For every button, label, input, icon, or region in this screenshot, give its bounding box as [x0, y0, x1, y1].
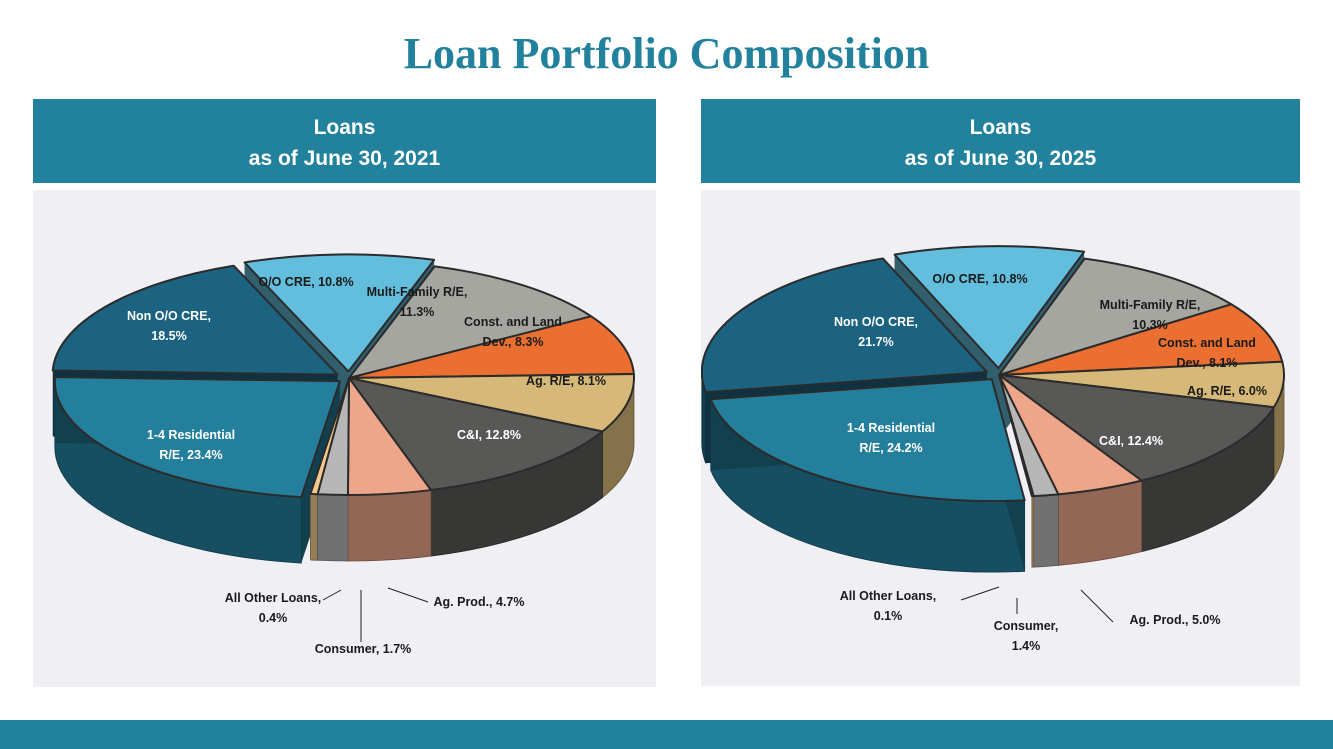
chart-area-2021: O/O CRE, 10.8% Multi-Family R/E, 11.3% Cons…	[33, 190, 656, 687]
chart-title-line2: as of June 30, 2025	[904, 147, 1097, 170]
pie-chart-2025: O/O CRE, 10.8% Multi-Family R/E, 10.3% Cons…	[701, 245, 1285, 653]
pie-slice-multi-family-r-e	[998, 257, 1233, 376]
data-label-candi: C&I, 12.4%	[1099, 434, 1163, 448]
page-title: Loan Portfolio Composition	[403, 29, 930, 78]
pie-side-all-other-loans	[310, 493, 318, 561]
data-label-multi-family-r-e: Multi-Family R/E, 10.3%	[1100, 298, 1201, 332]
leader-line-all-other-loans	[322, 589, 342, 601]
chart-header-2025: Loans as of June 30, 2025	[701, 99, 1300, 183]
data-label-all-other-loans: All Other Loans, 0.1%	[840, 589, 937, 623]
data-label-consumer: Consumer, 1.7%	[315, 642, 412, 656]
chart-title-line1: Loans	[969, 116, 1032, 139]
data-label-const-and-land-dev: Const. and Land Dev., 8.3%	[464, 315, 562, 349]
pie-slice-o-o-cre	[893, 245, 1086, 370]
pie-side-all-other-loans	[1031, 495, 1035, 568]
data-labels: O/O CRE, 10.8% Multi-Family R/E, 10.3% Cons…	[834, 272, 1267, 653]
data-label-const-and-land-dev: Const. and Land Dev., 8.1%	[1158, 336, 1256, 370]
data-label-1-4-residential-r-e: 1-4 Residential R/E, 23.4%	[147, 428, 235, 462]
data-label-multi-family-r-e: Multi-Family R/E, 11.3%	[367, 285, 468, 319]
pie-side-ag-prod	[347, 489, 432, 562]
data-label-o-o-cre: O/O CRE, 10.8%	[258, 275, 353, 289]
chart-title-line1: Loans	[313, 116, 376, 139]
footer-bar	[0, 720, 1333, 749]
pie-slice-multi-family-r-e	[348, 265, 593, 379]
chart-title-line2: as of June 30, 2021	[248, 147, 441, 170]
pie-side-consumer	[317, 493, 349, 562]
pie-chart-2021: O/O CRE, 10.8%Multi-Family R/E, 11.3%Cons…	[51, 253, 635, 656]
pie-slice-candi	[348, 377, 604, 492]
leader-line-ag-prod	[1080, 589, 1114, 623]
pie-slice-all-other-loans	[998, 374, 1035, 498]
chart-panel-2021: Loans as of June 30, 2021 O/O CRE, 10.8%…	[33, 99, 656, 687]
leader-line-all-other-loans	[960, 586, 1000, 601]
data-label-ag-prod: Ag. Prod., 4.7%	[434, 595, 525, 609]
data-label-ag-prod: Ag. Prod., 5.0%	[1130, 613, 1221, 627]
pie-slice-candi	[998, 374, 1275, 482]
chart-area-2025: O/O CRE, 10.8% Multi-Family R/E, 10.3% Cons…	[701, 190, 1300, 686]
leader-line-ag-prod	[387, 587, 429, 603]
data-label-o-o-cre: O/O CRE, 10.8%	[932, 272, 1027, 286]
data-label-non-o-o-cre: Non O/O CRE, 21.7%	[834, 315, 918, 349]
chart-header-2021: Loans as of June 30, 2021	[33, 99, 656, 183]
data-label-ag-r-e: Ag. R/E, 8.1%	[526, 374, 606, 388]
data-label-ag-r-e: Ag. R/E, 6.0%	[1187, 384, 1267, 398]
data-labels: O/O CRE, 10.8%Multi-Family R/E, 11.3%Cons…	[127, 275, 606, 656]
pie-slice-non-o-o-cre	[51, 264, 339, 376]
pie-slice-non-o-o-cre	[701, 257, 988, 394]
leader-lines	[322, 587, 429, 642]
pie-slice-all-other-loans	[309, 377, 350, 496]
chart-panel-2025: Loans as of June 30, 2025 O/O CRE, 10.8%…	[701, 99, 1300, 686]
pie-slice-const-and-land-dev	[998, 303, 1284, 376]
pie-slice-ag-r-e	[348, 373, 635, 433]
pie-tops	[701, 245, 1285, 503]
pie-side-consumer	[1033, 493, 1059, 568]
pie-slice-const-and-land-dev	[348, 315, 635, 379]
pie-slice-1-4-residential-r-e	[53, 376, 341, 499]
leader-lines	[960, 586, 1114, 623]
data-label-all-other-loans: All Other Loans, 0.4%	[225, 591, 322, 625]
data-label-non-o-o-cre: Non O/O CRE, 18.5%	[127, 309, 211, 343]
pie-slice-o-o-cre	[243, 253, 436, 373]
pie-tops	[51, 253, 635, 499]
pie-slice-1-4-residential-r-e	[709, 378, 1026, 503]
data-label-candi: C&I, 12.8%	[457, 428, 521, 442]
data-label-1-4-residential-r-e: 1-4 Residential R/E, 24.2%	[847, 421, 935, 455]
data-label-consumer: Consumer, 1.4%	[994, 619, 1059, 653]
